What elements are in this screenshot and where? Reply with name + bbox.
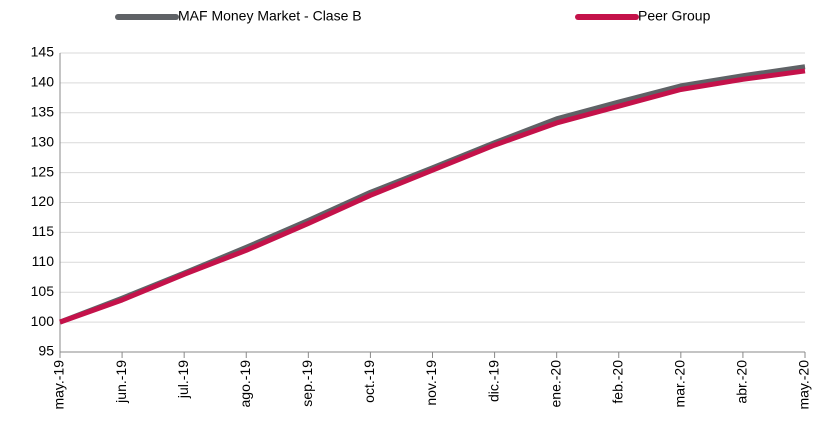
y-tick-label: 115 [32, 223, 55, 239]
x-tick-label: ago.-19 [237, 360, 253, 408]
y-tick-label: 110 [32, 253, 55, 269]
legend-label: MAF Money Market - Clase B [178, 8, 362, 24]
legend-label: Peer Group [638, 8, 711, 24]
x-tick-label: may.-20 [796, 360, 812, 410]
y-tick-label: 130 [31, 133, 55, 149]
y-tick-label: 145 [31, 44, 55, 60]
y-tick-label: 140 [31, 74, 55, 90]
y-tick-label: 95 [38, 343, 54, 359]
x-tick-label: jun.-19 [113, 360, 129, 404]
x-tick-label: oct.-19 [361, 360, 377, 403]
x-tick-label: abr.-20 [734, 360, 750, 404]
y-tick-label: 135 [31, 104, 55, 120]
y-tick-label: 105 [31, 283, 55, 299]
y-tick-label: 100 [31, 313, 55, 329]
x-tick-label: feb.-20 [609, 360, 625, 404]
x-tick-label: jul.-19 [175, 360, 191, 399]
x-tick-label: dic.-19 [485, 360, 501, 402]
x-tick-label: ene.-20 [547, 360, 563, 408]
y-tick-label: 125 [31, 163, 55, 179]
x-tick-label: may.-19 [51, 360, 67, 410]
y-tick-label: 120 [31, 193, 55, 209]
x-tick-label: mar.-20 [672, 360, 688, 408]
series-line [59, 68, 806, 325]
x-tick-label: sep.-19 [299, 360, 315, 407]
x-tick-label: nov.-19 [423, 360, 439, 406]
series-line [59, 64, 806, 325]
